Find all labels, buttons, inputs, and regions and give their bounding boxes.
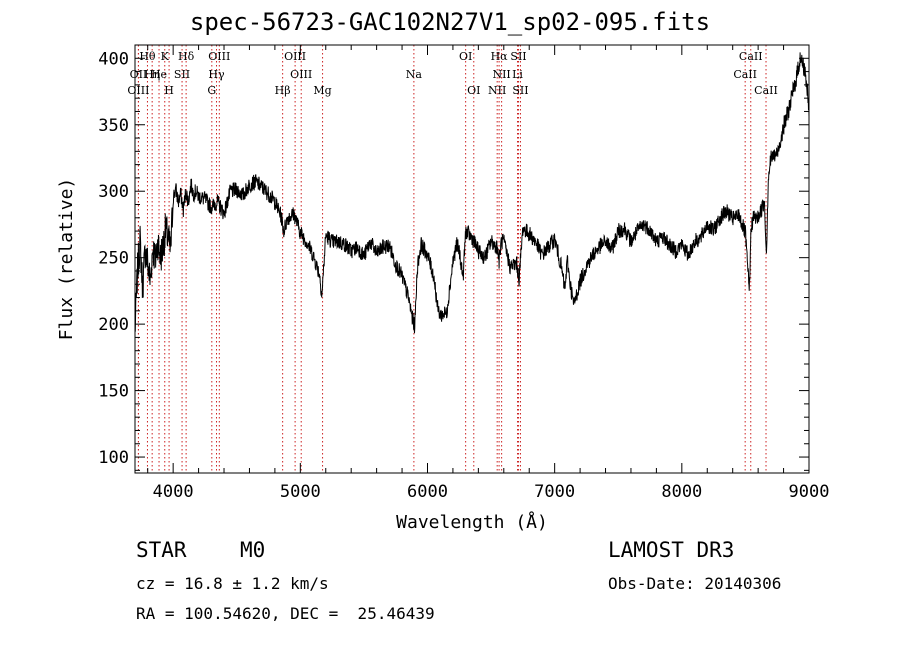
x-tick-label: 4000 — [153, 482, 194, 502]
x-tick-label: 9000 — [789, 482, 830, 502]
line-markers — [137, 45, 767, 473]
marker-label-11: Hη — [144, 68, 160, 81]
y-tick-label: 400 — [98, 49, 129, 69]
x-tick-label: 7000 — [534, 482, 575, 502]
marker-label-8: CaII — [739, 50, 763, 63]
marker-label-22: Hβ — [275, 84, 291, 97]
marker-label-1: K — [161, 50, 170, 63]
y-tick-label: 250 — [98, 249, 129, 269]
marker-label-6: Hα — [491, 50, 509, 63]
obs-date: Obs-Date: 20140306 — [608, 574, 782, 593]
coordinates-readout: RA = 100.54620, DEC = 25.46439 — [136, 604, 435, 623]
object-class: STAR — [136, 538, 187, 562]
survey-label: LAMOST DR3 — [608, 538, 735, 562]
y-tick-label: 350 — [98, 116, 129, 136]
marker-label-17: Li — [512, 68, 523, 81]
marker-label-0: Hθ — [139, 50, 156, 63]
marker-label-7: SII — [510, 50, 526, 63]
axes: 4000 5000 6000 7000 8000 9000 100 150 200 250 300 3… — [56, 44, 830, 533]
marker-label-3: OIII — [208, 50, 230, 63]
chart-title: spec-56723-GAC102N27V1_sp02-095.fits — [189, 8, 711, 36]
marker-label-9: OII — [130, 68, 148, 81]
object-subclass: M0 — [240, 538, 266, 562]
marker-label-19: OIII — [127, 84, 149, 97]
marker-label-15: Na — [406, 68, 423, 81]
y-tick-label: 100 — [98, 448, 129, 468]
marker-label-4: OIII — [284, 50, 306, 63]
x-tick-label: 6000 — [407, 482, 448, 502]
plot-frame — [134, 44, 810, 474]
marker-label-24: OI — [467, 84, 480, 97]
marker-label-5: OI — [459, 50, 472, 63]
marker-label-21: G — [207, 84, 216, 97]
marker-label-16: NII — [492, 68, 510, 81]
x-tick-label: 5000 — [280, 482, 321, 502]
y-tick-label: 200 — [98, 315, 129, 335]
marker-label-25: NII — [488, 84, 506, 97]
marker-label-14: OIII — [290, 68, 312, 81]
marker-label-12: SII — [174, 68, 190, 81]
y-tick-label: 150 — [98, 382, 129, 402]
y-tick-label: 300 — [98, 182, 129, 202]
marker-label-20: H — [164, 84, 174, 97]
marker-label-23: Mg — [313, 84, 331, 97]
marker-label-2: Hδ — [178, 50, 195, 63]
marker-label-13: Hγ — [208, 68, 225, 81]
x-tick-label: 8000 — [661, 482, 702, 502]
spectrum-series — [135, 52, 809, 334]
marker-label-18: CaII — [733, 68, 757, 81]
y-axis-label: Flux (relative) — [56, 178, 77, 341]
spectrum-line — [135, 52, 809, 334]
redshift-readout: cz = 16.8 ± 1.2 km/s — [136, 574, 329, 593]
x-axis-label: Wavelength (Å) — [396, 511, 548, 533]
marker-label-10: He — [151, 68, 167, 81]
marker-label-26: SII — [512, 84, 528, 97]
marker-label-27: CaII — [754, 84, 778, 97]
